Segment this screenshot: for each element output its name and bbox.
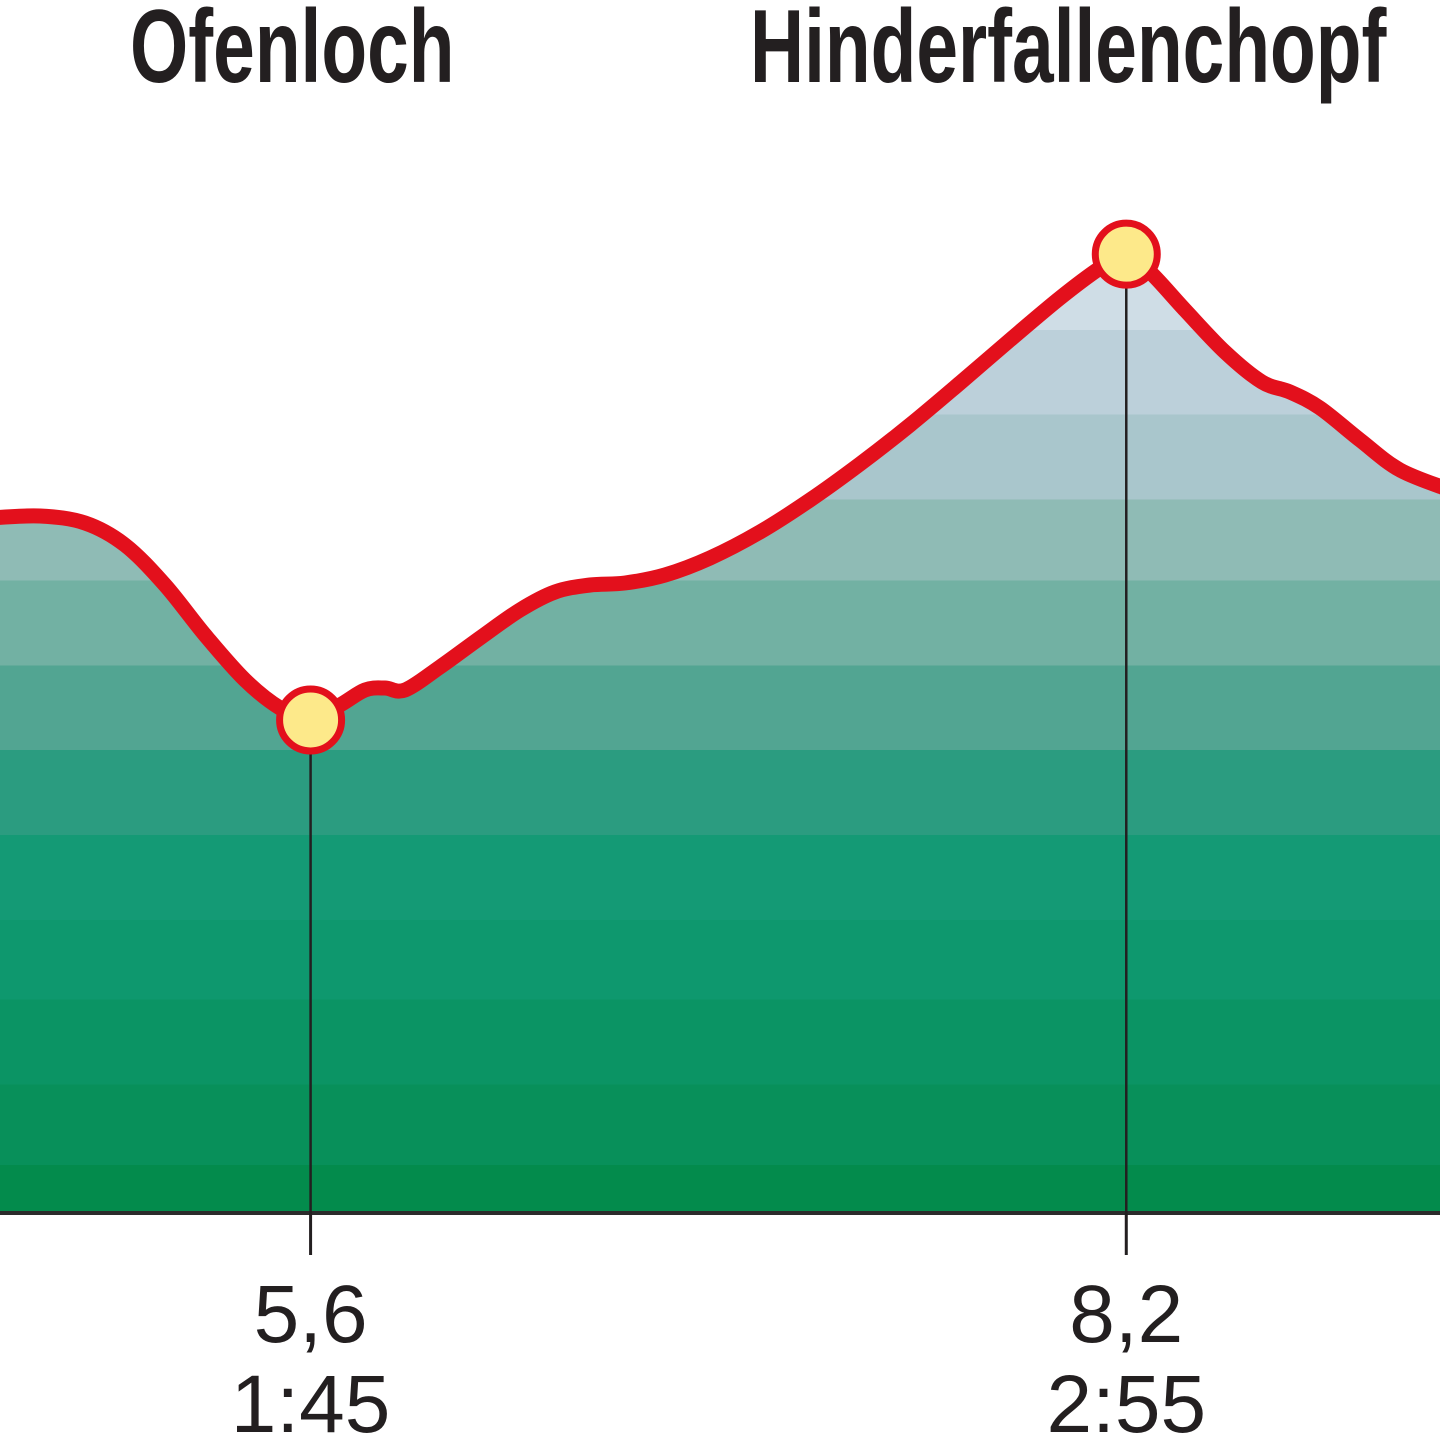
x-tick-label: 5,6 (254, 1269, 368, 1360)
profile-area (0, 253, 1440, 1213)
waypoint-marker (1091, 219, 1161, 289)
waypoint-title: Ofenloch (130, 0, 454, 105)
waypoint-time: 2:55 (1046, 1359, 1206, 1440)
profile-line (0, 246, 1440, 728)
waypoint-time: 1:45 (231, 1359, 391, 1440)
waypoint-title: Hinderfallenchopf (750, 0, 1387, 105)
x-tick-label: 8,2 (1069, 1269, 1183, 1360)
waypoint-marker (276, 685, 346, 755)
